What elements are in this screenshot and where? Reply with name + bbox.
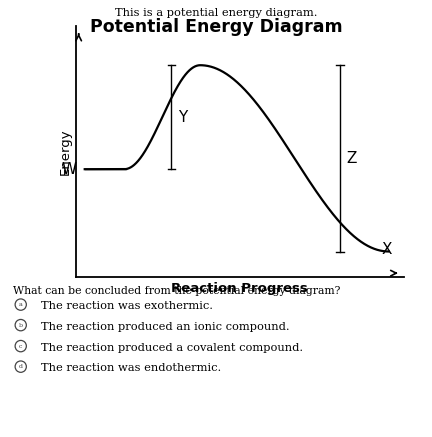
Text: Z: Z <box>347 151 357 166</box>
Text: Y: Y <box>178 110 187 125</box>
Text: c: c <box>19 343 22 349</box>
Text: The reaction was exothermic.: The reaction was exothermic. <box>41 301 213 311</box>
Text: a: a <box>19 302 22 307</box>
Text: b: b <box>19 323 23 328</box>
Text: What can be concluded from the potential energy diagram?: What can be concluded from the potential… <box>13 286 340 296</box>
Text: This is a potential energy diagram.: This is a potential energy diagram. <box>115 8 317 18</box>
Y-axis label: Energy: Energy <box>58 128 71 175</box>
Text: The reaction produced an ionic compound.: The reaction produced an ionic compound. <box>41 322 290 332</box>
Text: W: W <box>62 162 77 177</box>
X-axis label: Reaction Progress: Reaction Progress <box>172 282 308 295</box>
Text: Potential Energy Diagram: Potential Energy Diagram <box>90 18 342 36</box>
Text: X: X <box>381 242 392 257</box>
Text: The reaction was endothermic.: The reaction was endothermic. <box>41 363 221 373</box>
Text: d: d <box>19 364 23 369</box>
Text: The reaction produced a covalent compound.: The reaction produced a covalent compoun… <box>41 343 303 353</box>
